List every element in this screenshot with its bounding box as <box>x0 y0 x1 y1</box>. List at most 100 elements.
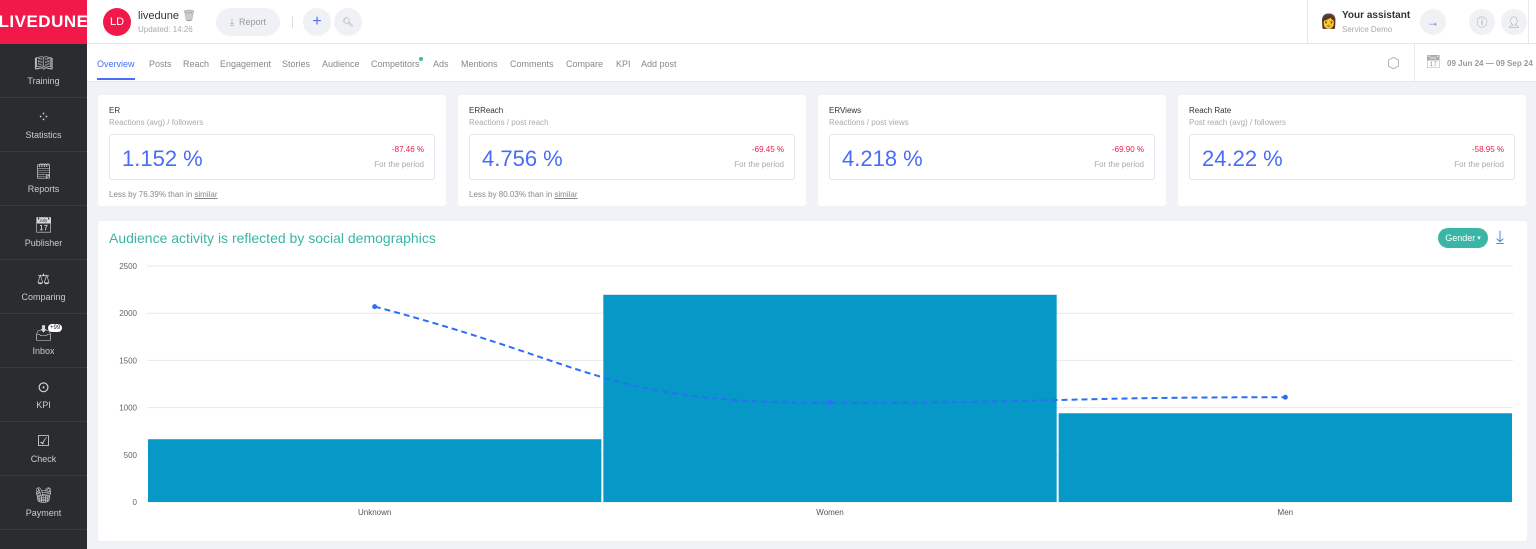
y-tick-label: 1500 <box>119 356 137 365</box>
note-text: Less by 76.39% than in <box>109 190 193 199</box>
line-point-women <box>827 400 833 406</box>
scales-icon: ⚖︎ <box>36 270 51 288</box>
metric-box: 4.756 % -69.45 % For the period <box>469 134 795 180</box>
metric-subtitle: Post reach (avg) / followers <box>1189 118 1286 127</box>
tab-overview[interactable]: Overview <box>97 59 135 80</box>
download-chart-icon[interactable]: ⤓ <box>1496 227 1504 247</box>
tab-competitors[interactable]: Competitors <box>371 59 420 69</box>
assistant-title: Your assistant <box>1342 10 1411 21</box>
tab-ads[interactable]: Ads <box>433 59 449 69</box>
tab-reach[interactable]: Reach <box>183 59 210 69</box>
calendar-icon[interactable]: 📅︎ <box>1425 54 1442 69</box>
sidebar-item-statistics[interactable]: ⁘ Statistics <box>0 98 87 152</box>
y-tick-label: 2500 <box>119 262 137 271</box>
tab-compare[interactable]: Compare <box>566 59 604 69</box>
sidebar-item-label: Publisher <box>24 237 63 248</box>
sidebar-item-reports[interactable]: 🗒︎ Reports <box>0 152 87 206</box>
metric-box: 1.152 % -87.46 % For the period <box>109 134 435 180</box>
tab-comments[interactable]: Comments <box>510 59 554 69</box>
sidebar-item-inbox[interactable]: 📥︎ Inbox +99 <box>0 314 87 368</box>
metric-title: ER <box>109 106 121 115</box>
x-tick-label: Women <box>816 508 843 517</box>
tab-mentions[interactable]: Mentions <box>461 59 498 69</box>
download-icon: ⤓ <box>230 16 234 27</box>
sidebar-item-check[interactable]: ☑ Check <box>0 422 87 476</box>
tab-kpi[interactable]: KPI <box>616 59 631 69</box>
sidebar-item-label: Check <box>30 453 57 464</box>
y-tick-label: 1000 <box>119 404 137 413</box>
assistant-subtitle: Service Demo <box>1342 25 1393 34</box>
metric-card-erreach: ERReach Reactions / post reach 4.756 % -… <box>458 95 806 206</box>
avatar[interactable]: LD <box>103 8 131 36</box>
chevron-down-icon: ▾ <box>1477 235 1481 242</box>
bar-chart: 0 500 1000 1500 2000 2500 Unknown Women Men <box>119 262 1513 517</box>
metric-change: -58.95 % <box>1471 145 1504 154</box>
metric-value: 4.218 % <box>842 146 923 171</box>
sidebar-item-kpi[interactable]: ⊙ KPI <box>0 368 87 422</box>
gender-dropdown[interactable]: Gender ▾ <box>1438 228 1488 248</box>
metric-box: 24.22 % -58.95 % For the period <box>1189 134 1515 180</box>
sidebar-item-label: Inbox <box>32 345 55 356</box>
report-button[interactable]: ⤓ Report <box>216 8 280 36</box>
metric-subtitle: Reactions (avg) / followers <box>109 118 204 127</box>
x-tick-label: Unknown <box>358 508 391 517</box>
trash-icon[interactable]: 🗑 <box>182 10 197 22</box>
divider <box>292 16 293 28</box>
sidebar-item-payment[interactable]: 🧺︎ Payment <box>0 476 87 530</box>
sidebar-item-publisher[interactable]: 📅︎ Publisher <box>0 206 87 260</box>
metric-subtitle: Reactions / post views <box>829 118 909 127</box>
settings-hexagon-icon[interactable]: ⬡ <box>1387 55 1401 72</box>
search-button[interactable]: 🔍︎ <box>334 8 362 36</box>
sidebar-item-label: KPI <box>36 399 51 410</box>
sidebar-item-comparing[interactable]: ⚖︎ Comparing <box>0 260 87 314</box>
arrow-right-icon[interactable]: → <box>1420 9 1446 35</box>
metric-change: -69.90 % <box>1111 145 1144 154</box>
note-text: Less by 80.03% than in <box>469 190 553 199</box>
y-tick-label: 500 <box>124 451 138 460</box>
book-icon: 📖︎ <box>33 54 54 72</box>
metric-title: ERReach <box>469 106 504 115</box>
account-name: livedune 🗑 <box>138 9 196 22</box>
assistant-panel[interactable]: 👩 Your assistant Service Demo → <box>1307 0 1529 44</box>
tab-bar: Overview Posts Reach Engagement Stories Audie… <box>87 44 1536 82</box>
metric-title: ERViews <box>829 106 862 115</box>
tab-engagement[interactable]: Engagement <box>220 59 272 69</box>
date-range[interactable]: 09 Jun 24 — 09 Sep 24 <box>1447 59 1533 68</box>
user-icon[interactable]: 👤︎ <box>1501 9 1527 35</box>
add-button[interactable]: + <box>303 8 331 36</box>
sidebar-item-training[interactable]: 📖︎ Training <box>0 44 87 98</box>
tab-audience[interactable]: Audience <box>322 59 360 69</box>
metric-card-erviews: ERViews Reactions / post views 4.218 % -… <box>818 95 1166 206</box>
metric-card-reach-rate: Reach Rate Post reach (avg) / followers … <box>1178 95 1526 206</box>
info-icon[interactable]: ⓘ <box>1469 9 1495 35</box>
account-name-text: livedune <box>138 10 179 22</box>
tab-add-post[interactable]: Add post <box>641 59 677 69</box>
similar-link[interactable]: similar <box>194 190 218 199</box>
y-tick-label: 2000 <box>119 309 137 318</box>
sidebar-item-label: Payment <box>25 507 62 518</box>
metric-box: 4.218 % -69.90 % For the period <box>829 134 1155 180</box>
metric-change: -69.45 % <box>751 145 784 154</box>
report-icon: 🗒︎ <box>33 162 54 180</box>
sidebar: LIVEDUNE 📖︎ Training ⁘ Statistics 🗒︎ Reports 📅… <box>0 0 88 549</box>
metric-value: 1.152 % <box>122 146 203 171</box>
basket-icon: 🧺︎ <box>33 486 54 504</box>
logo[interactable]: LIVEDUNE <box>0 0 88 44</box>
inbox-badge: +99 <box>48 324 63 332</box>
divider <box>1414 44 1415 82</box>
chart-title: Audience activity is reflected by social… <box>109 230 436 246</box>
sidebar-item-label: Reports <box>27 183 60 194</box>
metric-card-er: ER Reactions (avg) / followers 1.152 % -… <box>98 95 446 206</box>
similar-link[interactable]: similar <box>554 190 578 199</box>
metric-title: Reach Rate <box>1189 106 1232 115</box>
metric-period: For the period <box>1094 160 1144 169</box>
tab-stories[interactable]: Stories <box>282 59 311 69</box>
metric-value: 4.756 % <box>482 146 563 171</box>
x-tick-label: Men <box>1278 508 1294 517</box>
metric-subtitle: Reactions / post reach <box>469 118 549 127</box>
tab-posts[interactable]: Posts <box>149 59 172 69</box>
sidebar-item-label: Comparing <box>21 291 66 302</box>
metric-change: -87.46 % <box>391 145 424 154</box>
metric-period: For the period <box>374 160 424 169</box>
y-tick-label: 0 <box>133 498 138 507</box>
